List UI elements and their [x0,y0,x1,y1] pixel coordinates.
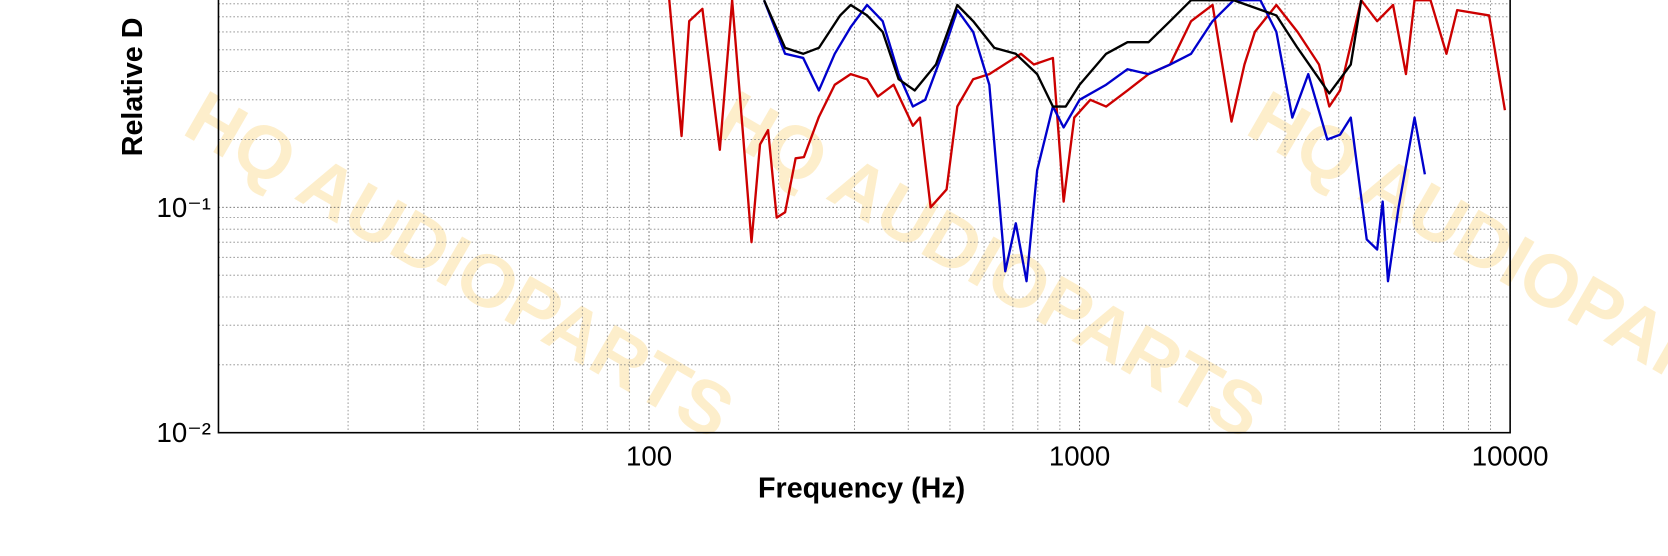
y-tick-label: 10⁻² [157,417,212,448]
y-axis-label: Relative D [117,18,149,157]
plot-lines [668,0,1507,283]
y-tick-label: 10⁻¹ [157,192,212,223]
x-tick-label: 1000 [1049,441,1110,472]
watermark: HQ AUDIOPARTS [1235,75,1668,455]
data-line [668,0,1507,244]
data-line [762,0,1363,108]
data-line [762,0,1427,283]
plot-frame [217,0,1511,434]
x-axis-label: Frequency (Hz) [758,473,965,505]
watermark: HQ AUDIOPARTS [704,75,1279,455]
x-tick-label: 10000 [1472,441,1549,472]
watermark: HQ AUDIOPARTS [172,75,747,455]
x-tick-label: 100 [626,441,672,472]
